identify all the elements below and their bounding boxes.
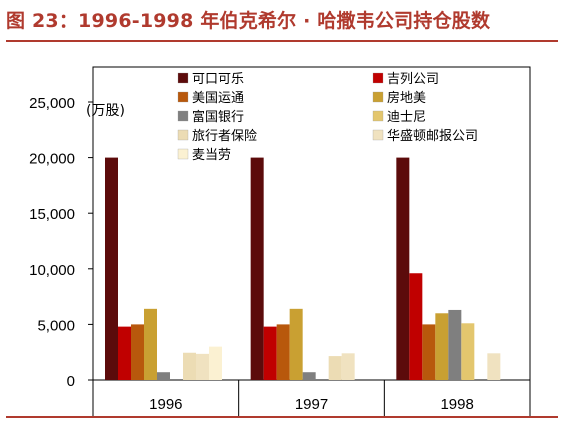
bar-1998-0 bbox=[396, 157, 410, 380]
y-tick-label: 20,000 bbox=[29, 151, 75, 168]
bar-1997-6 bbox=[328, 356, 342, 380]
legend-label: 华盛顿邮报公司 bbox=[387, 129, 478, 144]
legend-swatch bbox=[177, 129, 189, 141]
x-tick-label: 1997 bbox=[295, 396, 328, 413]
y-tick-label: 10,000 bbox=[29, 262, 75, 279]
legend-label: 麦当劳 bbox=[192, 147, 231, 163]
legend-swatch bbox=[372, 91, 384, 103]
legend-swatch bbox=[372, 129, 384, 141]
legend-swatch bbox=[177, 110, 189, 122]
x-tick-label: 1996 bbox=[149, 396, 182, 413]
bar-1996-2 bbox=[131, 324, 144, 380]
y-tick-label: 0 bbox=[67, 373, 75, 390]
bar-1996-7 bbox=[196, 353, 209, 380]
bar-1998-3 bbox=[435, 313, 449, 380]
legend-swatch bbox=[177, 91, 189, 103]
legend-swatch bbox=[372, 110, 384, 122]
bar-1998-4 bbox=[448, 309, 462, 380]
y-tick-label: 5,000 bbox=[37, 317, 75, 334]
bar-1996-3 bbox=[144, 308, 157, 380]
bottom-divider bbox=[6, 416, 558, 418]
legend-swatch bbox=[372, 72, 384, 84]
bar-1998-5 bbox=[461, 323, 475, 380]
title-divider bbox=[6, 40, 558, 42]
x-tick-label: 1998 bbox=[440, 396, 473, 413]
bar-1996-4 bbox=[157, 372, 170, 380]
bar-1998-2 bbox=[422, 324, 436, 380]
legend-label: 吉列公司 bbox=[387, 72, 439, 87]
bar-1997-3 bbox=[289, 308, 303, 380]
legend-label: 旅行者保险 bbox=[192, 129, 257, 144]
bar-1998-1 bbox=[409, 273, 423, 380]
bar-1996-0 bbox=[105, 157, 118, 380]
unit-label: (万股) bbox=[86, 103, 125, 119]
legend-swatch bbox=[177, 72, 189, 84]
y-tick-label: 15,000 bbox=[29, 206, 75, 223]
chart-bars bbox=[105, 157, 501, 380]
legend-label: 房地美 bbox=[387, 90, 426, 106]
legend-swatch bbox=[177, 148, 189, 160]
bar-1996-6 bbox=[183, 352, 196, 380]
legend-label: 可口可乐 bbox=[192, 72, 244, 87]
bar-1997-1 bbox=[263, 326, 277, 380]
bar-1997-0 bbox=[250, 157, 264, 380]
bar-1997-4 bbox=[302, 372, 316, 380]
bar-1997-7 bbox=[341, 353, 355, 380]
legend-label: 迪士尼 bbox=[387, 110, 426, 125]
bar-1997-2 bbox=[276, 324, 290, 380]
legend-label: 美国运通 bbox=[192, 91, 244, 106]
legend-label: 富国银行 bbox=[192, 109, 244, 125]
bar-1998-7 bbox=[487, 353, 501, 380]
bar-1996-8 bbox=[209, 346, 222, 380]
y-tick-label: 25,000 bbox=[29, 95, 75, 112]
chart-axes: 0 5,000 10,000 15,000 20,000 25,000 1996 1997 19… bbox=[29, 66, 531, 416]
figure-title: 图 23：1996-1998 年伯克希尔 · 哈撒韦公司持仓股数 bbox=[6, 10, 491, 32]
bar-1996-1 bbox=[118, 326, 131, 380]
